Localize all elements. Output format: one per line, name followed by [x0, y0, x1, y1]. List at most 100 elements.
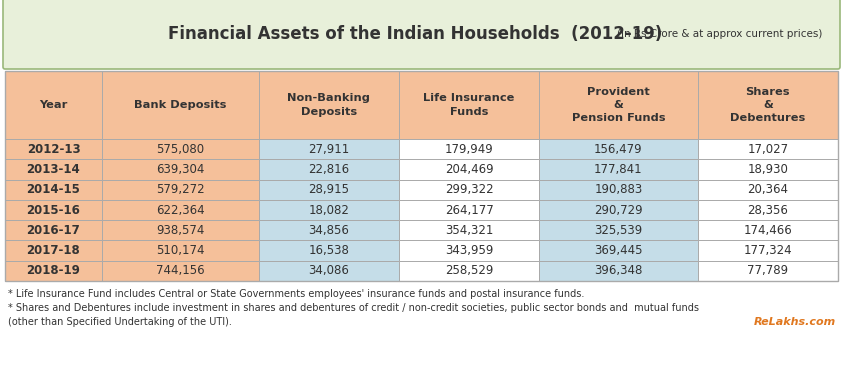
Bar	[698, 180, 838, 200]
Bar	[259, 71, 399, 139]
Bar	[259, 261, 399, 281]
Bar	[540, 71, 698, 139]
Bar	[399, 220, 540, 240]
Bar	[399, 71, 540, 139]
Text: 299,322: 299,322	[445, 183, 493, 196]
Text: 396,348: 396,348	[594, 265, 642, 277]
Text: 2016-17: 2016-17	[27, 224, 80, 237]
Text: Year: Year	[40, 100, 67, 110]
Bar	[540, 180, 698, 200]
FancyBboxPatch shape	[3, 0, 840, 69]
Bar	[5, 139, 102, 159]
Text: Bank Deposits: Bank Deposits	[134, 100, 227, 110]
Text: 177,324: 177,324	[744, 244, 792, 257]
Text: * Shares and Debentures include investment in shares and debentures of credit / : * Shares and Debentures include investme…	[8, 303, 699, 313]
Text: 938,574: 938,574	[156, 224, 204, 237]
Text: 2015-16: 2015-16	[26, 203, 80, 217]
Bar	[399, 200, 540, 220]
Text: Provident
&
Pension Funds: Provident & Pension Funds	[572, 87, 665, 123]
Bar	[5, 200, 102, 220]
Bar	[259, 240, 399, 261]
Bar	[698, 71, 838, 139]
Text: 177,841: 177,841	[594, 163, 642, 176]
Bar	[698, 159, 838, 180]
Bar	[399, 261, 540, 281]
Bar	[259, 139, 399, 159]
Text: 354,321: 354,321	[445, 224, 493, 237]
Text: 575,080: 575,080	[156, 143, 204, 156]
Text: 18,082: 18,082	[309, 203, 349, 217]
Bar	[102, 71, 259, 139]
Bar	[5, 220, 102, 240]
Text: * Life Insurance Fund includes Central or State Governments employees' insurance: * Life Insurance Fund includes Central o…	[8, 289, 584, 299]
Text: 27,911: 27,911	[308, 143, 349, 156]
Bar	[5, 71, 838, 281]
Bar	[698, 220, 838, 240]
Bar	[399, 240, 540, 261]
Text: 77,789: 77,789	[747, 265, 788, 277]
Text: 343,959: 343,959	[445, 244, 493, 257]
Text: 28,356: 28,356	[748, 203, 788, 217]
Text: 22,816: 22,816	[309, 163, 349, 176]
Text: 744,156: 744,156	[156, 265, 205, 277]
Bar	[102, 139, 259, 159]
Bar	[102, 180, 259, 200]
Bar	[540, 261, 698, 281]
Bar	[102, 220, 259, 240]
Text: (in Rs Crore & at approx current prices): (in Rs Crore & at approx current prices)	[617, 28, 823, 39]
Text: 156,479: 156,479	[594, 143, 642, 156]
Bar	[102, 159, 259, 180]
Text: 174,466: 174,466	[744, 224, 792, 237]
Text: 579,272: 579,272	[156, 183, 205, 196]
Text: 34,086: 34,086	[309, 265, 349, 277]
Bar	[540, 159, 698, 180]
Bar	[259, 220, 399, 240]
Text: 264,177: 264,177	[444, 203, 493, 217]
Text: 204,469: 204,469	[445, 163, 493, 176]
Bar	[102, 240, 259, 261]
Text: 622,364: 622,364	[156, 203, 205, 217]
Bar	[5, 71, 102, 139]
Text: 34,856: 34,856	[309, 224, 349, 237]
Text: 258,529: 258,529	[445, 265, 493, 277]
Text: Financial Assets of the Indian Households  (2012-19): Financial Assets of the Indian Household…	[168, 25, 663, 42]
Text: Life Insurance
Funds: Life Insurance Funds	[423, 93, 515, 117]
Text: 2018-19: 2018-19	[26, 265, 80, 277]
Bar	[5, 240, 102, 261]
Bar	[102, 261, 259, 281]
Text: 325,539: 325,539	[594, 224, 642, 237]
Text: 28,915: 28,915	[309, 183, 349, 196]
Text: 20,364: 20,364	[748, 183, 788, 196]
Bar	[698, 139, 838, 159]
Bar	[5, 180, 102, 200]
Text: 190,883: 190,883	[594, 183, 642, 196]
Bar	[698, 261, 838, 281]
Bar	[540, 220, 698, 240]
Text: 2017-18: 2017-18	[27, 244, 80, 257]
Bar	[259, 180, 399, 200]
Bar	[399, 159, 540, 180]
Text: 2013-14: 2013-14	[27, 163, 80, 176]
Text: 18,930: 18,930	[748, 163, 788, 176]
Bar	[5, 159, 102, 180]
Bar	[540, 139, 698, 159]
Text: ReLakhs.com: ReLakhs.com	[754, 317, 836, 327]
Bar	[259, 159, 399, 180]
Text: Shares
&
Debentures: Shares & Debentures	[730, 87, 805, 123]
Bar	[540, 200, 698, 220]
Text: 639,304: 639,304	[156, 163, 204, 176]
Text: 2012-13: 2012-13	[27, 143, 80, 156]
Text: Non-Banking
Deposits: Non-Banking Deposits	[287, 93, 370, 117]
Text: 510,174: 510,174	[156, 244, 205, 257]
Bar	[259, 200, 399, 220]
Text: 17,027: 17,027	[747, 143, 788, 156]
Bar	[102, 200, 259, 220]
Bar	[540, 240, 698, 261]
Text: 2014-15: 2014-15	[26, 183, 80, 196]
Text: 369,445: 369,445	[594, 244, 642, 257]
Text: 16,538: 16,538	[309, 244, 349, 257]
Bar	[399, 180, 540, 200]
Text: 179,949: 179,949	[444, 143, 493, 156]
Bar	[698, 240, 838, 261]
Bar	[698, 200, 838, 220]
